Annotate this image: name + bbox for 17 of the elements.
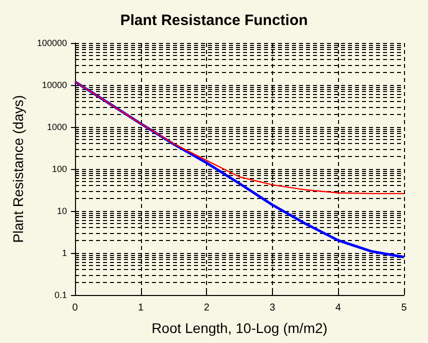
y-tick-label: 100000 bbox=[36, 38, 67, 48]
line-series bbox=[74, 81, 405, 194]
x-axis-title: Root Length, 10-Log (m/m2) bbox=[152, 320, 328, 336]
y-tick-label: 1000 bbox=[46, 122, 67, 132]
x-tick-label: 1 bbox=[138, 302, 144, 314]
y-tick-label: 1 bbox=[62, 248, 67, 258]
x-tick-label: 3 bbox=[270, 302, 276, 314]
y-tick-label: 0.1 bbox=[54, 290, 67, 300]
y-tick-label: 10 bbox=[56, 206, 67, 216]
x-tick-label: 2 bbox=[204, 302, 210, 314]
x-tick-label: 4 bbox=[335, 302, 342, 314]
x-tick-label: 0 bbox=[72, 302, 78, 314]
x-tick-label: 5 bbox=[401, 302, 408, 314]
chart-title: Plant Resistance Function bbox=[120, 12, 308, 29]
y-tick-label: 10000 bbox=[42, 80, 67, 90]
y-axis-title: Plant Resistance (days) bbox=[10, 95, 26, 243]
y-tick-label: 100 bbox=[52, 164, 67, 174]
